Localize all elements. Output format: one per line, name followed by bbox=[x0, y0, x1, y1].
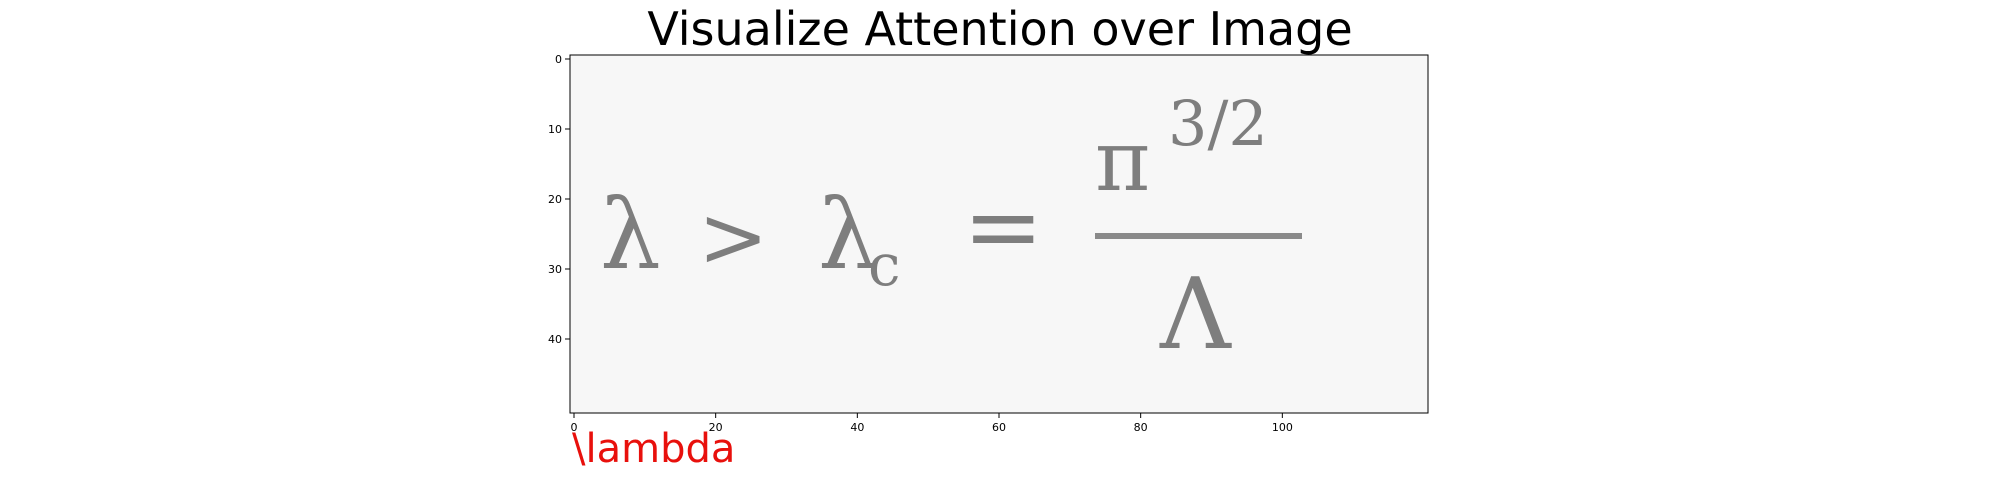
x-tick-label: 60 bbox=[992, 421, 1006, 434]
formula-lambda-c: λ bbox=[818, 179, 879, 291]
x-tick-label: 0 bbox=[571, 421, 578, 434]
y-axis: 0 10 20 30 40 bbox=[548, 53, 570, 346]
image-panel: λ > λ c = π 3/2 Λ bbox=[569, 54, 1429, 414]
chart-title: Visualize Attention over Image bbox=[647, 2, 1352, 56]
y-tick-label: 30 bbox=[548, 263, 562, 276]
y-tick-label: 20 bbox=[548, 193, 562, 206]
x-tick-label: 100 bbox=[1272, 421, 1293, 434]
formula-capital-lambda: Λ bbox=[1159, 258, 1232, 372]
formula-lambda: λ bbox=[600, 179, 661, 291]
fraction-line bbox=[1095, 233, 1302, 239]
formula-subscript-c: c bbox=[868, 231, 900, 299]
y-tick-label: 10 bbox=[548, 123, 562, 136]
y-tick-label: 40 bbox=[548, 333, 562, 346]
x-axis: 0 20 40 60 80 100 bbox=[571, 413, 1293, 434]
x-tick-label: 80 bbox=[1134, 421, 1148, 434]
formula-pi: π bbox=[1095, 112, 1150, 210]
formula-equals: = bbox=[963, 171, 1043, 283]
x-tick-label: 20 bbox=[709, 421, 723, 434]
formula-greater-than: > bbox=[698, 188, 768, 286]
x-tick-label: 40 bbox=[850, 421, 864, 434]
formula-exponent: 3/2 bbox=[1168, 87, 1268, 160]
predicted-token: \lambda bbox=[572, 426, 735, 472]
formula-image: λ > λ c = π 3/2 Λ bbox=[600, 87, 1302, 372]
y-tick-label: 0 bbox=[555, 53, 562, 66]
